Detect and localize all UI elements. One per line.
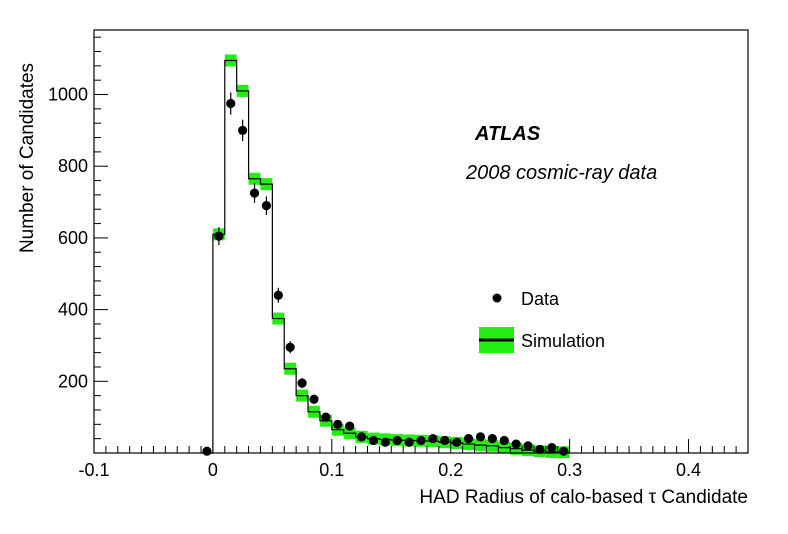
- y-tick-label: 400: [58, 300, 88, 320]
- axes: -0.1 0 0.1 0.2 0.3 0.4 200 400 600 800 1000: [48, 36, 749, 480]
- x-tick-label: 0: [208, 460, 218, 480]
- data-points-layer: [202, 92, 569, 456]
- y-tick-label: 600: [58, 228, 88, 248]
- y-tick-label: 200: [58, 371, 88, 391]
- y-axis-label: Number of Candidates: [17, 63, 38, 253]
- simulation-step-line: [201, 59, 570, 454]
- data-point: [416, 435, 426, 446]
- data-point: [380, 437, 390, 447]
- x-axis-label: HAD Radius of calo-based τ Candidate: [419, 487, 748, 508]
- data-point: [333, 419, 343, 429]
- legend: Data Simulation: [479, 289, 605, 353]
- data-point: [261, 201, 272, 211]
- x-tick-label: -0.1: [78, 460, 109, 480]
- data-point: [297, 378, 307, 388]
- plot-frame: [93, 29, 749, 454]
- data-point: [202, 446, 212, 456]
- x-tick-label: 0.2: [438, 460, 463, 480]
- data-point: [309, 394, 319, 404]
- data-point: [321, 412, 331, 422]
- data-point: [392, 435, 402, 446]
- data-point: [440, 435, 450, 446]
- atlas-label: ATLAS: [474, 123, 541, 145]
- data-point: [452, 437, 462, 447]
- data-point: [428, 434, 438, 444]
- x-tick-label: 0.3: [557, 460, 582, 480]
- dataset-label: 2008 cosmic-ray data: [465, 162, 657, 184]
- data-point: [356, 432, 367, 442]
- data-point: [535, 444, 545, 455]
- data-point: [238, 125, 248, 135]
- data-point: [368, 435, 379, 446]
- legend-data-marker: [492, 293, 502, 303]
- x-tick-label: 0.4: [676, 460, 701, 480]
- data-point: [249, 188, 260, 198]
- data-point: [511, 439, 521, 449]
- legend-simulation-label: Simulation: [521, 331, 605, 351]
- y-tick-label: 800: [58, 156, 88, 176]
- data-point: [559, 446, 569, 456]
- data-point: [345, 421, 355, 431]
- data-point: [214, 231, 224, 241]
- simulation-histogram-layer: [201, 59, 570, 454]
- data-point: [273, 290, 283, 300]
- data-point: [499, 435, 509, 446]
- data-point: [285, 342, 295, 352]
- data-point: [547, 443, 557, 453]
- data-point: [487, 434, 497, 444]
- x-tick-label: 0.1: [319, 460, 344, 480]
- legend-data-label: Data: [521, 289, 560, 309]
- data-point: [475, 432, 486, 442]
- data-point: [404, 437, 414, 447]
- data-point: [226, 98, 236, 109]
- data-point: [523, 441, 533, 451]
- simulation-band-layer: [212, 54, 570, 459]
- data-point: [463, 434, 474, 444]
- y-tick-label: 1000: [48, 85, 88, 105]
